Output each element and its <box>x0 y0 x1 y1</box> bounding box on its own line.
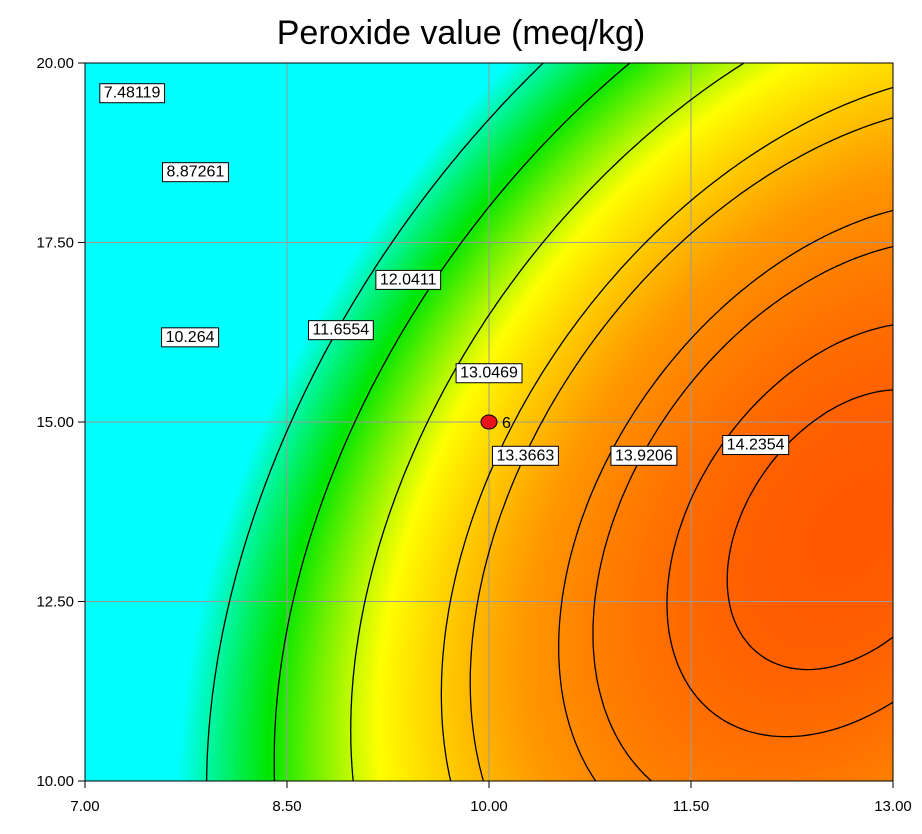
y-tick-label: 20.00 <box>36 55 74 72</box>
x-tick-label: 11.50 <box>673 798 709 815</box>
contour-line <box>350 63 745 781</box>
contour-label-box <box>610 445 678 466</box>
design-point-label: 6 <box>502 415 511 432</box>
contour-line <box>592 245 893 781</box>
contour-label: 13.3663 <box>491 445 559 466</box>
contour-line <box>469 117 893 781</box>
contour-labels: 7.48119 8.87261 10.264 11.6554 12.0411 13.046… <box>99 83 790 466</box>
contour-label-box <box>491 445 559 466</box>
contour-label-box <box>162 162 229 183</box>
contour-label-box <box>308 320 374 341</box>
contour-label-box <box>722 435 790 456</box>
contour-label-box <box>161 327 220 348</box>
x-tick-label: 10.00 <box>470 798 508 815</box>
contour-label: 13.9206 <box>610 445 678 466</box>
contour-label-box <box>375 269 442 290</box>
contour-label-text: 8.87261 <box>167 164 225 181</box>
contour-label-box <box>99 83 166 104</box>
contour-label-box <box>455 363 523 384</box>
design-point-marker <box>480 414 498 430</box>
x-tick-label: 7.00 <box>70 798 99 815</box>
contour-label: 7.48119 <box>99 83 166 104</box>
contour-label: 11.6554 <box>308 320 374 341</box>
axes: 7.00 8.50 10.00 11.50 13.00 10.00 12.50 15.00 17… <box>36 55 911 815</box>
contour-label: 10.264 <box>161 327 220 348</box>
contour-label: 13.0469 <box>455 363 523 384</box>
y-tick-label: 15.00 <box>36 414 74 431</box>
contour-lines <box>205 63 893 781</box>
contour-label-text: 13.3663 <box>496 447 554 464</box>
contour-label-text: 14.2354 <box>727 437 785 454</box>
x-tick-label: 13.00 <box>874 798 912 815</box>
contour-label-text: 13.9206 <box>615 447 673 464</box>
contour-line <box>726 389 893 671</box>
contour-line <box>273 63 631 781</box>
contour-line <box>558 209 893 781</box>
y-tick-label: 17.50 <box>36 235 74 252</box>
chart-title: Peroxide value (meq/kg) <box>276 14 646 52</box>
contour-label-text: 12.0411 <box>380 271 437 288</box>
y-tick-label: 12.50 <box>36 594 74 611</box>
contour-label: 12.0411 <box>375 269 442 290</box>
contour-label: 8.87261 <box>162 162 229 183</box>
design-points: 6 <box>480 414 511 432</box>
contour-line <box>666 324 893 738</box>
contour-label-text: 10.264 <box>166 329 215 346</box>
contour-label-text: 7.48119 <box>104 85 161 102</box>
y-tick-label: 10.00 <box>36 773 74 790</box>
x-tick-label: 8.50 <box>272 798 301 815</box>
contour-label-text: 11.6554 <box>313 322 370 339</box>
contour-label: 14.2354 <box>722 435 790 456</box>
contour-label-text: 13.0469 <box>460 365 518 382</box>
